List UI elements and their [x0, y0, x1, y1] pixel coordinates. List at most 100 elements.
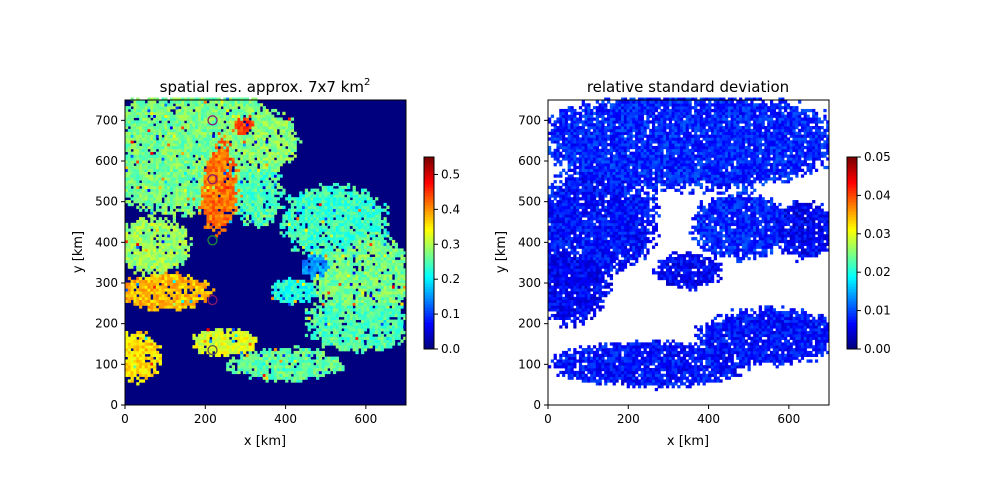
heatmap-cell [304, 214, 309, 218]
heatmap-cell [358, 328, 362, 332]
heatmap-cell [313, 205, 317, 209]
heatmap-cell [234, 111, 238, 116]
heatmap-cell [139, 345, 143, 349]
heatmap-cell [172, 282, 176, 286]
heatmap-cell [341, 342, 345, 346]
heatmap-cell [363, 319, 368, 323]
heatmap-cell [150, 276, 154, 281]
heatmap-cell [324, 322, 328, 326]
heatmap-cell [254, 370, 258, 375]
heatmap-cell [217, 202, 221, 207]
heatmap-cell [217, 182, 221, 187]
heatmap-cell [279, 191, 283, 195]
heatmap-cell [136, 128, 140, 133]
heatmap-cell [141, 271, 146, 275]
heatmap-cell [125, 239, 129, 244]
heatmap-cell [150, 274, 154, 278]
heatmap-cell [206, 205, 210, 209]
heatmap-cell [262, 348, 266, 352]
heatmap-cell [273, 117, 278, 121]
heatmap-cell [254, 106, 258, 110]
heatmap-cell [335, 217, 339, 221]
heatmap-cell [153, 211, 157, 215]
heatmap-cell [240, 177, 244, 181]
heatmap-cell [287, 222, 292, 227]
heatmap-cell [181, 140, 185, 144]
heatmap-cell [257, 362, 261, 366]
heatmap-cell [228, 180, 233, 184]
heatmap-cell [330, 333, 334, 338]
heatmap-cell [307, 237, 311, 241]
heatmap-cell [212, 228, 216, 232]
heatmap-cell [248, 148, 252, 153]
heatmap-cell [349, 325, 354, 329]
heatmap-cell [209, 330, 213, 335]
heatmap-cell [268, 120, 272, 124]
heatmap-cell [335, 237, 339, 241]
heatmap-cell [287, 194, 292, 198]
heatmap-cell [125, 137, 129, 141]
heatmap-cell [220, 143, 224, 147]
heatmap-cell [200, 100, 205, 104]
heatmap-cell [287, 356, 292, 360]
heatmap-cell [341, 205, 345, 209]
heatmap-cell [169, 248, 174, 252]
heatmap-cell [158, 274, 162, 278]
heatmap-cell [335, 205, 339, 209]
heatmap-cell [220, 222, 224, 227]
heatmap-cell [259, 222, 264, 227]
heatmap-cell [228, 200, 233, 204]
heatmap-cell [332, 299, 337, 303]
heatmap-cell [290, 211, 294, 215]
heatmap-cell [318, 325, 323, 329]
heatmap-cell [358, 202, 362, 207]
heatmap-cell [372, 288, 376, 292]
heatmap-cell [299, 293, 303, 298]
heatmap-cell [279, 185, 283, 190]
heatmap-cell [209, 168, 213, 172]
heatmap-cell [141, 293, 146, 298]
heatmap-cell [141, 379, 146, 383]
heatmap-cell [349, 222, 354, 227]
heatmap-cell [344, 293, 348, 298]
heatmap-cell [251, 111, 255, 116]
heatmap-cell [245, 103, 250, 107]
heatmap-cell [327, 316, 331, 320]
heatmap-cell [158, 202, 162, 207]
heatmap-cell [186, 163, 191, 167]
heatmap-cell [209, 117, 213, 121]
heatmap-cell [130, 97, 134, 101]
heatmap-cell [189, 237, 193, 241]
heatmap-cell [304, 262, 309, 266]
heatmap-cell [251, 356, 255, 360]
heatmap-cell [254, 217, 258, 221]
heatmap-cell [268, 188, 272, 192]
heatmap-cell [220, 123, 224, 127]
heatmap-cell [321, 279, 325, 283]
heatmap-cell [139, 177, 143, 181]
heatmap-cell [287, 367, 292, 372]
heatmap-cell [223, 219, 227, 224]
heatmap-cell [254, 205, 258, 209]
heatmap-cell [358, 342, 362, 346]
heatmap-cell [316, 197, 320, 201]
heatmap-cell [203, 148, 207, 153]
heatmap-cell [223, 222, 227, 227]
heatmap-cell [228, 188, 233, 192]
heatmap-cell [338, 339, 342, 343]
heatmap-cell [147, 296, 151, 301]
heatmap-cell [133, 100, 137, 104]
heatmap-cell [316, 251, 320, 255]
heatmap-cell [352, 237, 356, 241]
heatmap-cell [358, 208, 362, 212]
heatmap-cell [318, 268, 323, 272]
heatmap-cell [139, 208, 143, 212]
heatmap-cell [346, 345, 351, 349]
heatmap-cell [363, 262, 368, 266]
heatmap-cell [330, 285, 334, 289]
heatmap-cell [372, 342, 376, 346]
heatmap-cell [136, 353, 140, 358]
heatmap-cell [307, 288, 311, 292]
heatmap-cell [164, 293, 168, 298]
heatmap-cell [234, 185, 238, 190]
